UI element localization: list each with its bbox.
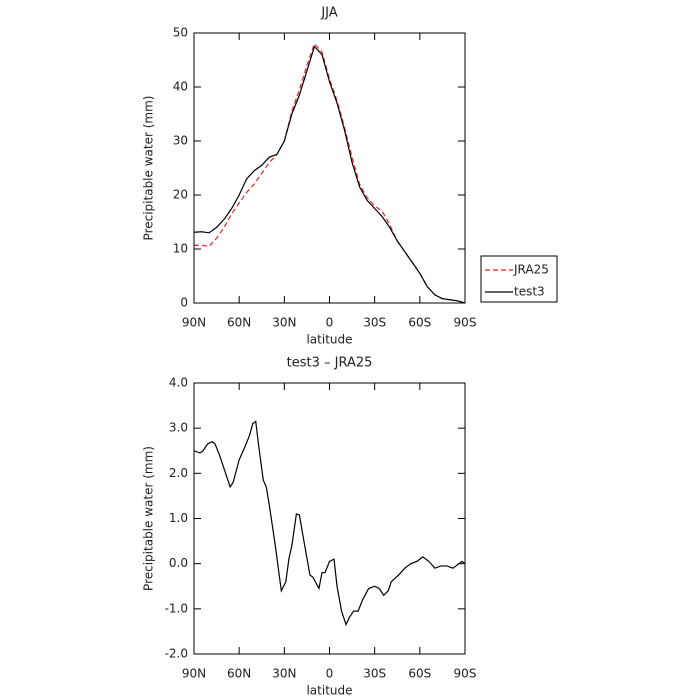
y-tick-label: 50 xyxy=(173,26,188,40)
y-tick-label: 0.0 xyxy=(169,556,188,570)
x-tick-label: 30N xyxy=(272,667,296,681)
x-tick-label: 0 xyxy=(326,667,334,681)
x-tick-label: 30S xyxy=(363,316,386,330)
plot-frame xyxy=(193,382,466,655)
legend-label: test3 xyxy=(514,285,545,299)
x-tick-label: 0 xyxy=(326,316,334,330)
y-tick-label: 10 xyxy=(173,242,188,256)
y-tick-label: 4.0 xyxy=(169,376,188,390)
x-tick-label: 90N xyxy=(182,667,206,681)
x-tick-label: 60N xyxy=(227,316,251,330)
y-tick-label: 20 xyxy=(173,188,188,202)
y-axis-label: Precipitable water (mm) xyxy=(142,446,156,591)
data-line xyxy=(193,420,466,627)
x-tick-label: 90S xyxy=(454,667,477,681)
legend-label: JRA25 xyxy=(513,263,549,277)
x-axis-label: latitude xyxy=(306,333,352,347)
y-axis-label: Precipitable water (mm) xyxy=(142,96,156,241)
x-tick-label: 60S xyxy=(408,667,431,681)
y-tick-label: -1.0 xyxy=(165,601,188,615)
legend-box xyxy=(480,255,558,303)
chart-title: test3 – JRA25 xyxy=(287,356,373,371)
x-tick-label: 60N xyxy=(227,667,251,681)
chart-title: JJA xyxy=(320,6,337,21)
y-tick-label: 30 xyxy=(173,134,188,148)
x-tick-label: 30S xyxy=(363,667,386,681)
x-tick-label: 90N xyxy=(182,316,206,330)
x-tick-label: 30N xyxy=(272,316,296,330)
data-line xyxy=(193,45,466,304)
plot-frame xyxy=(193,32,466,304)
y-tick-label: -2.0 xyxy=(165,647,188,661)
y-tick-label: 0 xyxy=(180,296,188,310)
y-tick-label: 40 xyxy=(173,80,188,94)
x-tick-label: 60S xyxy=(408,316,431,330)
x-tick-label: 90S xyxy=(454,316,477,330)
y-tick-label: 1.0 xyxy=(169,511,188,525)
y-tick-label: 2.0 xyxy=(169,466,188,480)
x-axis-label: latitude xyxy=(306,684,352,698)
y-tick-label: 3.0 xyxy=(169,421,188,435)
